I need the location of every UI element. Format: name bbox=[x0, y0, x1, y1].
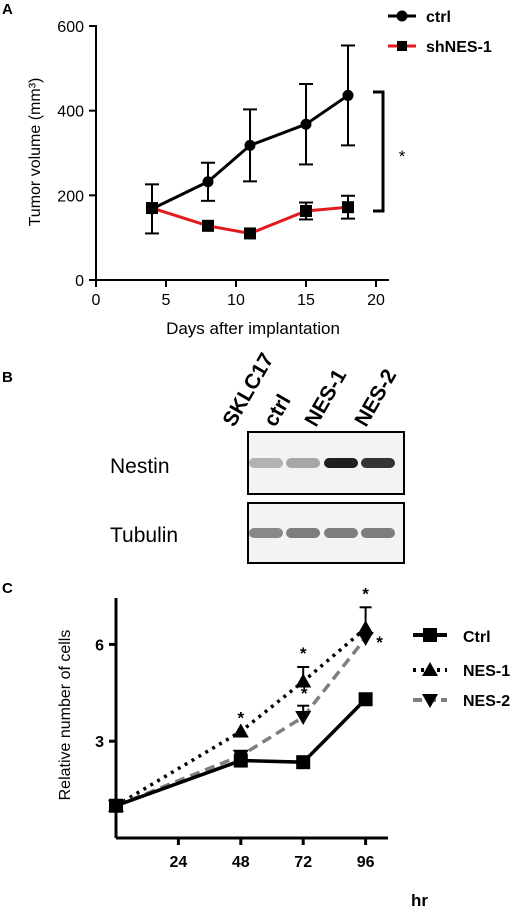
data-point-shnes-1 bbox=[146, 202, 158, 215]
significance-star: * bbox=[300, 644, 307, 663]
band bbox=[324, 458, 358, 468]
data-point-nes-2 bbox=[108, 799, 124, 814]
legend: ctrl shNES-1 bbox=[388, 9, 492, 56]
nestin-row-label: Nestin bbox=[110, 455, 170, 478]
x-tick-label: 48 bbox=[232, 854, 250, 871]
significance-star: * bbox=[237, 709, 244, 728]
legend-ctrl-label: ctrl bbox=[426, 9, 451, 26]
panel-b-letter: B bbox=[2, 369, 13, 386]
legend: Ctrl NES-1 NES-2 bbox=[413, 628, 510, 710]
data-point-ctrl bbox=[300, 118, 312, 130]
band bbox=[249, 458, 283, 468]
a-y-axis-title: Tumor volume (mm³) bbox=[27, 78, 44, 227]
data-point-ctrl bbox=[244, 139, 256, 151]
tubulin-row-label: Tubulin bbox=[110, 524, 178, 547]
band bbox=[286, 458, 320, 468]
data-point-shnes-1 bbox=[300, 204, 312, 217]
x-tick-label: 24 bbox=[170, 854, 188, 871]
panel-a-letter: A bbox=[2, 1, 13, 18]
data-point-shnes-1 bbox=[342, 201, 354, 214]
a-x-axis-title: Days after implantation bbox=[166, 319, 340, 338]
series-line-nes-2 bbox=[115, 636, 367, 808]
x-tick-label: 72 bbox=[294, 854, 312, 871]
cell-growth-chart: 24 48 72 96 3 6 hr Relative number of cells *… bbox=[57, 584, 510, 910]
data-point-shnes-1 bbox=[244, 227, 256, 240]
y-tick-label: 200 bbox=[57, 188, 84, 205]
significance-star: * bbox=[362, 584, 369, 603]
x-tick-label: 96 bbox=[357, 854, 375, 871]
data-point-ctrl bbox=[296, 755, 311, 770]
significance-star: * bbox=[376, 633, 383, 652]
band bbox=[249, 528, 283, 538]
significance-star: * bbox=[301, 684, 308, 703]
c-y-axis-title: Relative number of cells bbox=[57, 630, 74, 801]
legend-shnes1-label: shNES-1 bbox=[426, 39, 492, 56]
significance-bracket bbox=[373, 90, 385, 213]
x-tick-label: 0 bbox=[92, 292, 101, 309]
lane-label: ctrl bbox=[259, 391, 295, 431]
panel-c-letter: C bbox=[2, 580, 13, 597]
band bbox=[361, 528, 395, 538]
legend-nes1-marker bbox=[422, 662, 438, 676]
legend-nes2-marker bbox=[422, 694, 438, 708]
band bbox=[286, 528, 320, 538]
series-line-ctrl bbox=[115, 698, 367, 808]
data-point-nes-1 bbox=[295, 673, 312, 688]
y-tick-label: 0 bbox=[75, 273, 84, 290]
legend-ctrl-marker bbox=[396, 10, 408, 22]
legend-ctrl-marker bbox=[423, 628, 437, 642]
c-x-axis-unit: hr bbox=[411, 891, 428, 910]
y-tick-label: 400 bbox=[57, 104, 84, 121]
y-tick-label: 600 bbox=[57, 19, 84, 36]
legend-nes2-label: NES-2 bbox=[463, 693, 510, 710]
data-point-ctrl bbox=[358, 692, 373, 707]
x-tick-label: 20 bbox=[367, 292, 385, 309]
significance-marker: * bbox=[399, 147, 406, 166]
series-line-nes-1 bbox=[115, 626, 367, 808]
data-point-nes-1 bbox=[357, 620, 374, 635]
legend-shnes1-marker bbox=[397, 41, 407, 51]
data-point-nes-2 bbox=[295, 711, 312, 725]
y-tick-label: 6 bbox=[95, 637, 104, 654]
data-point-ctrl bbox=[202, 176, 214, 188]
data-point-nes-2 bbox=[232, 749, 249, 764]
band bbox=[361, 458, 395, 468]
y-tick-label: 3 bbox=[95, 734, 104, 751]
lane-label: NES-2 bbox=[350, 365, 401, 430]
band bbox=[324, 528, 358, 538]
data-point-ctrl bbox=[342, 89, 354, 101]
x-tick-label: 5 bbox=[162, 292, 171, 309]
x-tick-label: 15 bbox=[297, 292, 315, 309]
x-tick-label: 10 bbox=[227, 292, 245, 309]
data-point-shnes-1 bbox=[202, 219, 214, 232]
data-point-nes-1 bbox=[232, 723, 249, 738]
legend-nes1-label: NES-1 bbox=[463, 663, 510, 680]
data-point-nes-2 bbox=[357, 631, 374, 646]
lane-label: NES-1 bbox=[300, 365, 351, 430]
legend-ctrl-label: Ctrl bbox=[463, 629, 491, 646]
